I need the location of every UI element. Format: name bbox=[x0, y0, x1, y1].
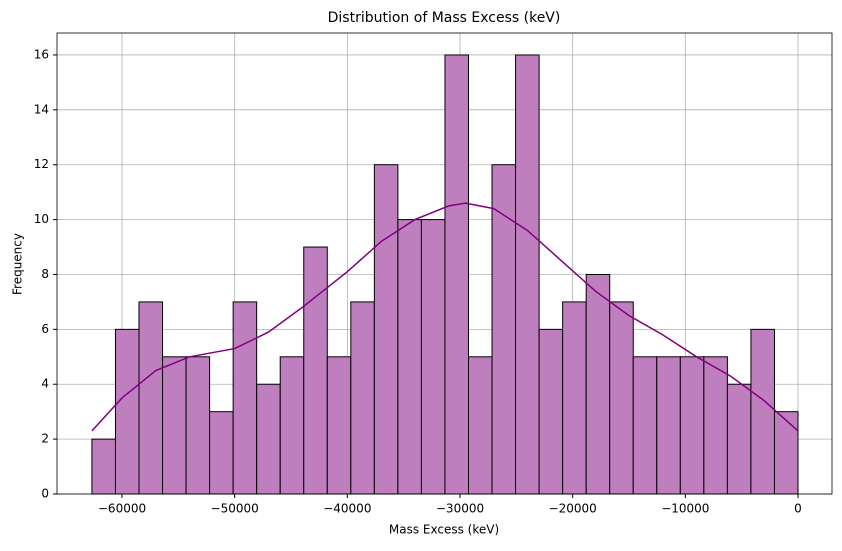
bar bbox=[91, 438, 116, 495]
bar bbox=[326, 356, 352, 495]
y-tick-label: 2 bbox=[41, 432, 49, 446]
bar bbox=[491, 164, 517, 495]
y-tick-label: 16 bbox=[34, 47, 49, 61]
bar bbox=[350, 301, 375, 495]
bar bbox=[444, 54, 469, 495]
x-tick-label: 0 bbox=[794, 502, 802, 516]
x-tick-label: −20000 bbox=[549, 502, 597, 516]
bar bbox=[279, 356, 305, 495]
bar bbox=[232, 301, 258, 495]
bar bbox=[656, 356, 681, 495]
bar bbox=[773, 411, 799, 495]
bar bbox=[632, 356, 658, 495]
bar bbox=[162, 356, 187, 495]
plot-frame bbox=[56, 32, 833, 495]
x-tick-label: −10000 bbox=[661, 502, 709, 516]
bar bbox=[114, 328, 140, 495]
bar bbox=[585, 273, 611, 495]
x-tick-label: −60000 bbox=[98, 502, 146, 516]
x-axis-label: Mass Excess (keV) bbox=[389, 523, 499, 537]
bar bbox=[467, 356, 493, 495]
x-tick-label: −50000 bbox=[211, 502, 259, 516]
y-tick-label: 8 bbox=[41, 267, 49, 281]
bar bbox=[538, 328, 564, 495]
kde-line bbox=[91, 202, 799, 432]
bar bbox=[256, 383, 281, 495]
bar bbox=[609, 301, 634, 495]
y-tick-label: 12 bbox=[34, 157, 49, 171]
bar bbox=[303, 246, 328, 495]
y-tick-label: 4 bbox=[41, 377, 49, 391]
chart-title: Distribution of Mass Excess (keV) bbox=[328, 10, 561, 26]
y-tick-label: 10 bbox=[34, 212, 49, 226]
bar bbox=[703, 356, 728, 495]
bar bbox=[209, 411, 234, 495]
bar bbox=[726, 383, 752, 495]
bar bbox=[373, 164, 399, 495]
bar bbox=[515, 54, 540, 495]
x-tick-label: −40000 bbox=[323, 502, 371, 516]
bar bbox=[185, 356, 211, 495]
y-axis-label: Frequency bbox=[11, 233, 25, 295]
bar bbox=[397, 219, 422, 495]
bar bbox=[138, 301, 164, 495]
y-tick-label: 14 bbox=[34, 102, 49, 116]
x-tick-label: −30000 bbox=[436, 502, 484, 516]
bar bbox=[750, 328, 775, 495]
y-tick-label: 0 bbox=[41, 487, 49, 501]
bar bbox=[562, 301, 587, 495]
bar bbox=[420, 219, 446, 495]
bar bbox=[679, 356, 705, 495]
y-tick-label: 6 bbox=[41, 322, 49, 336]
